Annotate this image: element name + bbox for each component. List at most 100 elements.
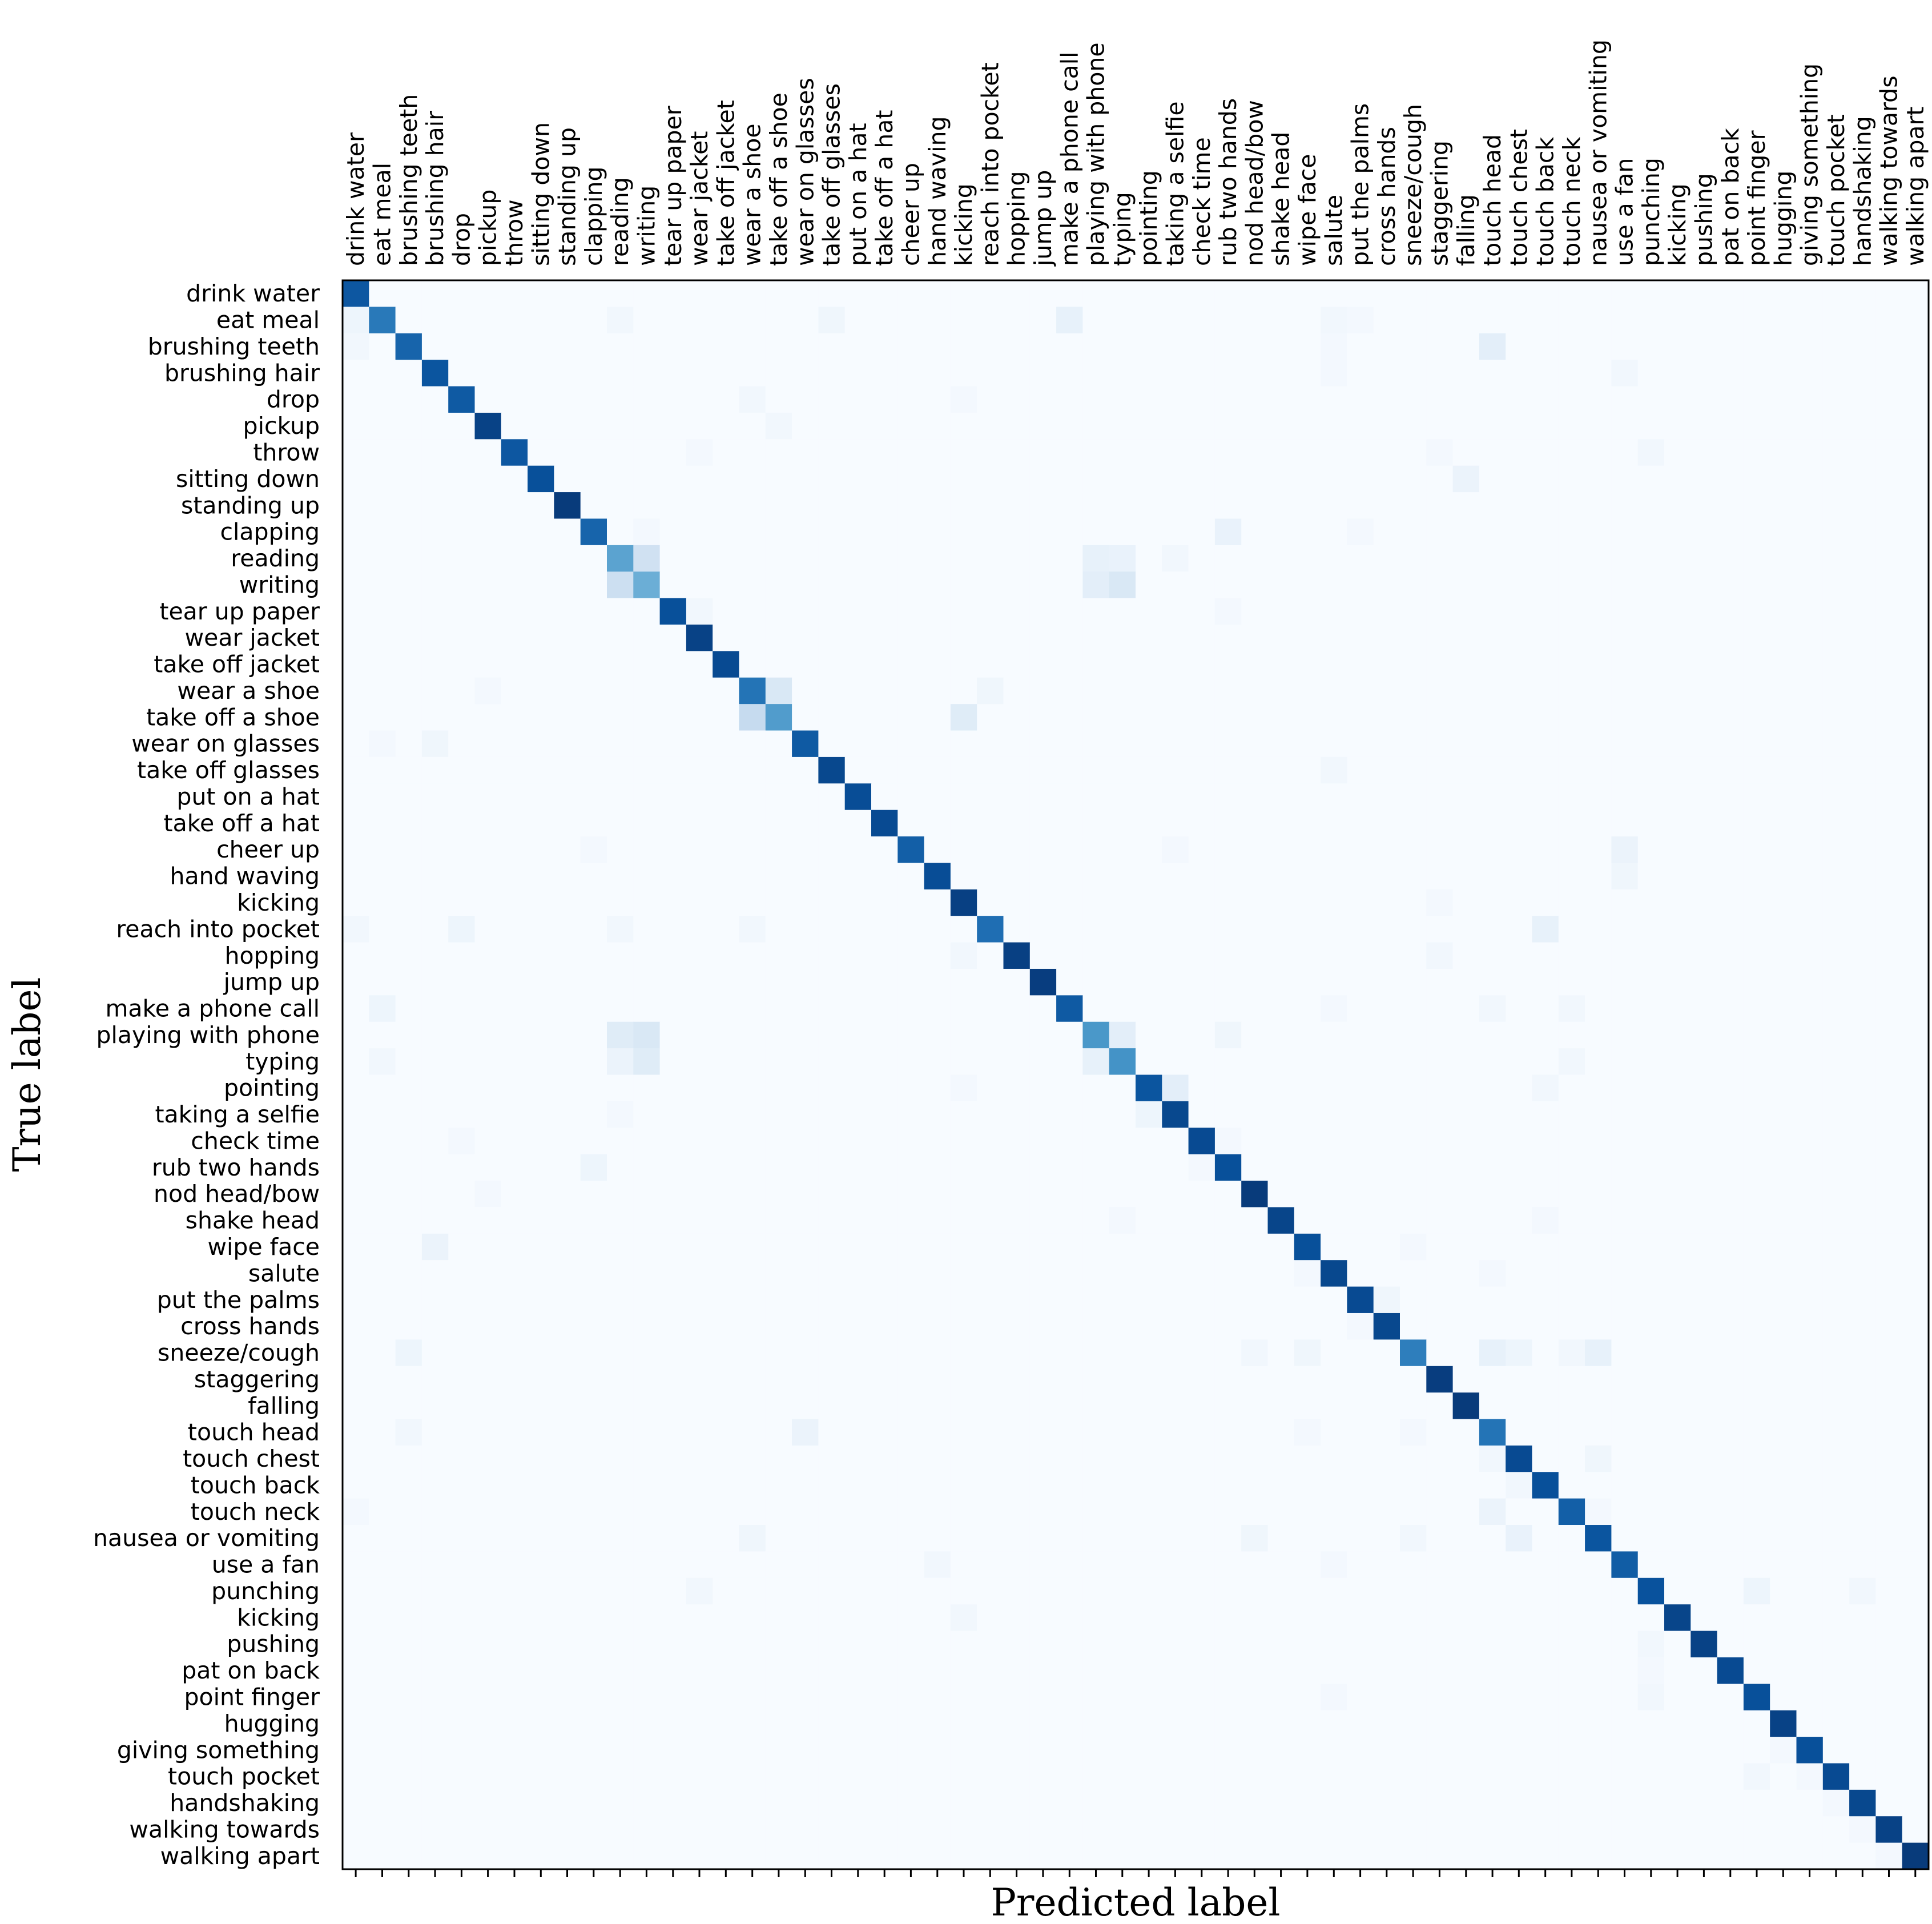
heatmap-cell [607,1392,634,1420]
x-tick-label: pushing [1690,173,1717,266]
heatmap-cell [1743,1021,1770,1049]
heatmap-cell [1321,439,1347,466]
heatmap-cell [1082,810,1110,837]
heatmap-cell [713,571,740,599]
heatmap-cell [950,1313,977,1340]
heatmap-cell [1056,492,1083,520]
heatmap-cell [818,1392,846,1420]
heatmap-cell [1796,916,1824,943]
heatmap-cell [765,624,792,651]
heatmap-cell [1902,1525,1929,1552]
heatmap-cell [1506,1737,1533,1764]
heatmap-cell [554,598,581,625]
y-tick-label: point finger [184,1684,320,1711]
heatmap-cell [1214,942,1242,969]
heatmap-cell [554,1233,581,1261]
heatmap-cell [977,995,1004,1023]
heatmap-cell [343,545,369,572]
heatmap-cell [1506,439,1533,466]
heatmap-cell [1479,1472,1506,1499]
heatmap-cell [1400,1233,1427,1261]
heatmap-cell [1321,1128,1347,1155]
heatmap-cell [1664,1472,1691,1499]
heatmap-cell [977,1657,1004,1684]
heatmap-cell [343,624,369,651]
heatmap-cell [395,492,422,520]
heatmap-cell [1558,916,1585,943]
heatmap-cell [1532,836,1559,864]
heatmap-cell [421,492,449,520]
heatmap-cell [1452,1789,1480,1817]
heatmap-cell [1347,1445,1374,1472]
heatmap-cell [474,1789,502,1817]
heatmap-cell [977,1021,1004,1049]
heatmap-cell [1690,1657,1718,1684]
heatmap-cell [871,518,898,546]
heatmap-cell [659,1445,687,1472]
heatmap-cell [1743,942,1770,969]
heatmap-cell [1136,1631,1162,1658]
y-tick-label: touch pocket [168,1763,320,1790]
heatmap-cell [1294,1604,1321,1632]
heatmap-cell [1796,280,1824,307]
heatmap-cell [421,333,449,360]
heatmap-cell [1294,677,1321,705]
heatmap-cell [765,1260,792,1287]
heatmap-cell [1770,1498,1797,1525]
heatmap-cell [1426,1366,1454,1393]
heatmap-cell [554,1181,581,1208]
heatmap-cell [1162,1551,1189,1579]
heatmap-cell [1532,492,1559,520]
heatmap-cell [448,1074,476,1102]
heatmap-cell [818,1525,846,1552]
heatmap-cell [1294,1498,1321,1525]
heatmap-cell [448,1789,476,1817]
heatmap-cell [1611,1392,1639,1420]
heatmap-cell [977,280,1004,307]
heatmap-cell [1347,571,1374,599]
heatmap-cell [1585,360,1612,387]
x-tick-label: writing [633,186,660,266]
heatmap-cell [1743,1842,1770,1870]
x-tick-label: touch chest [1505,129,1532,266]
heatmap-cell [474,386,502,413]
heatmap-cell [1321,810,1347,837]
heatmap-cell [924,651,951,678]
heatmap-cell [421,651,449,678]
heatmap-cell [844,1260,872,1287]
heatmap-cell [1029,942,1057,969]
heatmap-cell [1849,756,1876,784]
heatmap-cell [1400,1577,1427,1605]
heatmap-cell [1426,1710,1454,1737]
heatmap-cell [713,1366,740,1393]
heatmap-cell [1664,439,1691,466]
heatmap-cell [1321,1074,1347,1102]
heatmap-cell [343,492,369,520]
heatmap-cell [1902,1207,1929,1234]
heatmap-cell [369,1286,396,1314]
heatmap-cell [1743,810,1770,837]
heatmap-cell [1188,942,1215,969]
heatmap-cell [1902,1339,1929,1367]
heatmap-cell [977,1260,1004,1287]
heatmap-cell [554,1684,581,1711]
heatmap-cell [659,492,687,520]
heatmap-cell [950,783,977,811]
heatmap-cell [844,836,872,864]
heatmap-cell [1611,439,1639,466]
heatmap-cell [1611,1021,1639,1049]
heatmap-cell [448,1101,476,1128]
heatmap-cell [1690,360,1718,387]
heatmap-cell [1109,465,1136,493]
heatmap-cell [739,1074,766,1102]
heatmap-cell [421,836,449,864]
heatmap-cell [607,1128,634,1155]
heatmap-cell [1003,1657,1031,1684]
heatmap-cell [1056,783,1083,811]
heatmap-cell [343,518,369,546]
heatmap-cell [1003,863,1031,890]
heatmap-cell [844,863,872,890]
x-tick-label: take off jacket [712,100,739,266]
heatmap-cell [1796,1842,1824,1870]
heatmap-cell [1796,1445,1824,1472]
